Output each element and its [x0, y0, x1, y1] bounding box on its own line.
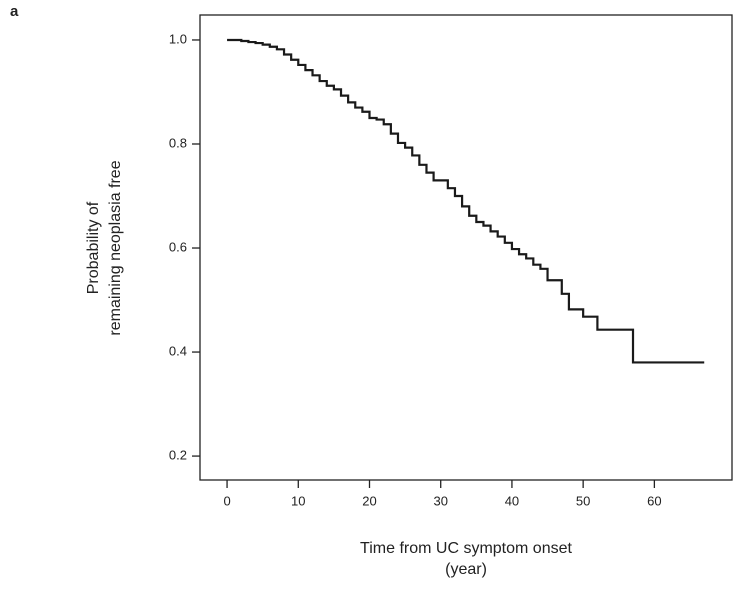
x-tick-label: 40	[505, 493, 519, 508]
x-tick-label: 0	[223, 493, 230, 508]
y-tick-label: 1.0	[169, 31, 187, 46]
panel-label: a	[10, 3, 19, 20]
x-tick-label: 20	[362, 493, 376, 508]
x-tick-label: 60	[647, 493, 661, 508]
y-axis-label: Probability of	[85, 201, 102, 294]
survival-curve	[227, 38, 705, 364]
x-axis-label: (year)	[445, 561, 487, 578]
y-tick-label: 0.8	[169, 135, 187, 150]
y-tick-label: 0.2	[169, 448, 187, 463]
x-tick-label: 50	[576, 493, 590, 508]
y-axis-label: remaining neoplasia free	[107, 160, 124, 335]
plot-frame	[199, 14, 733, 481]
y-tick-label: 0.6	[169, 239, 187, 254]
y-tick-label: 0.4	[169, 343, 187, 358]
x-axis-label: Time from UC symptom onset	[360, 540, 572, 557]
x-tick-label: 30	[433, 493, 447, 508]
x-tick-label: 10	[291, 493, 305, 508]
